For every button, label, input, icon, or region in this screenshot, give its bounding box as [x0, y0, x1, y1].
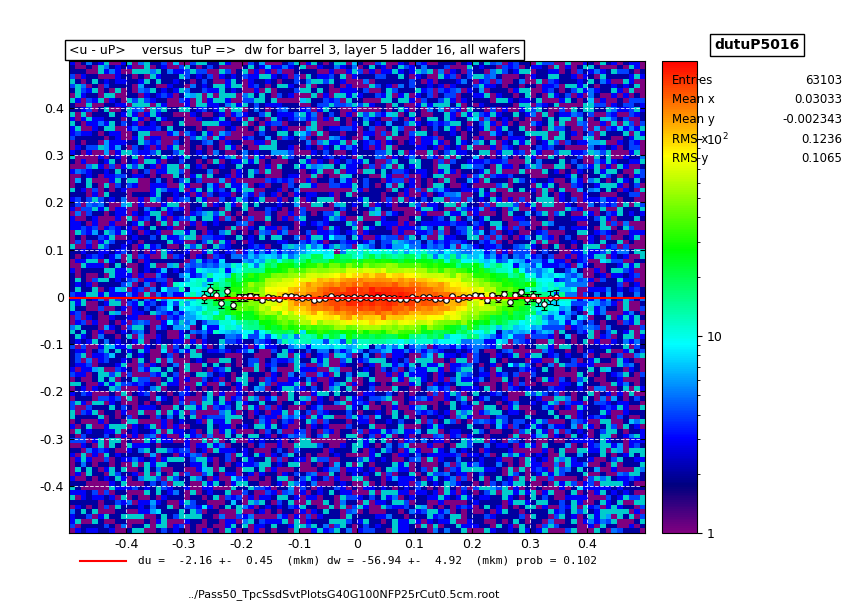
Text: 0.03033: 0.03033: [794, 93, 842, 107]
Text: 63103: 63103: [805, 74, 842, 87]
Text: ../Pass50_TpcSsdSvtPlotsG40G100NFP25rCut0.5cm.root: ../Pass50_TpcSsdSvtPlotsG40G100NFP25rCut…: [187, 589, 501, 600]
Text: 0.1236: 0.1236: [801, 133, 842, 145]
Text: du =  -2.16 +-  0.45  (mkm) dw = -56.94 +-  4.92  (mkm) prob = 0.102: du = -2.16 +- 0.45 (mkm) dw = -56.94 +- …: [138, 556, 597, 565]
Text: Mean x: Mean x: [672, 93, 715, 107]
Text: RMS y: RMS y: [672, 152, 708, 165]
Text: 0.1065: 0.1065: [801, 152, 842, 165]
Text: -0.002343: -0.002343: [782, 113, 842, 126]
Text: Mean y: Mean y: [672, 113, 715, 126]
Text: RMS x: RMS x: [672, 133, 708, 145]
Text: dutuP5016: dutuP5016: [714, 38, 800, 52]
Text: Entries: Entries: [672, 74, 713, 87]
Text: <u - uP>    versus  tuP =>  dw for barrel 3, layer 5 ladder 16, all wafers: <u - uP> versus tuP => dw for barrel 3, …: [69, 44, 520, 56]
